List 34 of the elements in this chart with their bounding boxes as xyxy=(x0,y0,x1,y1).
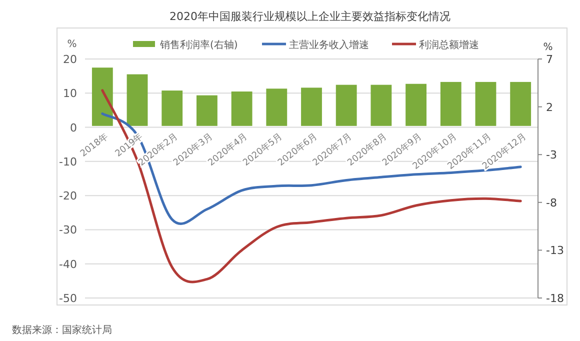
y2-tick-label: -13 xyxy=(546,244,564,258)
y-tick-label: -10 xyxy=(59,155,77,168)
y2-tick-label: -8 xyxy=(546,196,557,210)
bar xyxy=(196,95,218,126)
y-tick-label: 20 xyxy=(63,53,77,66)
y2-tick-label: 7 xyxy=(546,53,553,66)
chart-title: 2020年中国服装行业规模以上企业主要效益指标变化情况 xyxy=(170,10,450,23)
source-note: 数据来源：国家统计局 xyxy=(12,324,112,336)
y2-tick-label: -3 xyxy=(546,148,557,162)
y2-axis-title: % xyxy=(543,42,553,53)
y-axis-title: % xyxy=(67,39,77,50)
bar xyxy=(370,84,392,126)
legend-label: 主营业务收入增速 xyxy=(289,39,369,51)
bar xyxy=(266,88,288,126)
bar xyxy=(301,88,322,126)
bar xyxy=(510,82,532,126)
bar xyxy=(162,90,183,126)
bar xyxy=(231,92,252,126)
y-tick-label: 10 xyxy=(63,87,77,100)
y-tick-label: -20 xyxy=(59,190,77,203)
bar xyxy=(475,82,496,126)
y-tick-label: -40 xyxy=(59,258,77,271)
bar xyxy=(126,74,148,126)
y2-tick-label: -18 xyxy=(546,292,564,305)
y-tick-label: -50 xyxy=(59,292,77,305)
y2-tick-label: 2 xyxy=(546,100,553,114)
y-tick-label: 0 xyxy=(70,121,77,134)
legend-label: 销售利润率(右轴) xyxy=(159,39,238,51)
bar xyxy=(336,84,357,126)
y-tick-label: -30 xyxy=(59,224,77,237)
bar xyxy=(406,84,426,126)
legend-label: 利润总额增速 xyxy=(419,39,479,51)
bar xyxy=(440,82,462,126)
bar xyxy=(92,68,113,126)
